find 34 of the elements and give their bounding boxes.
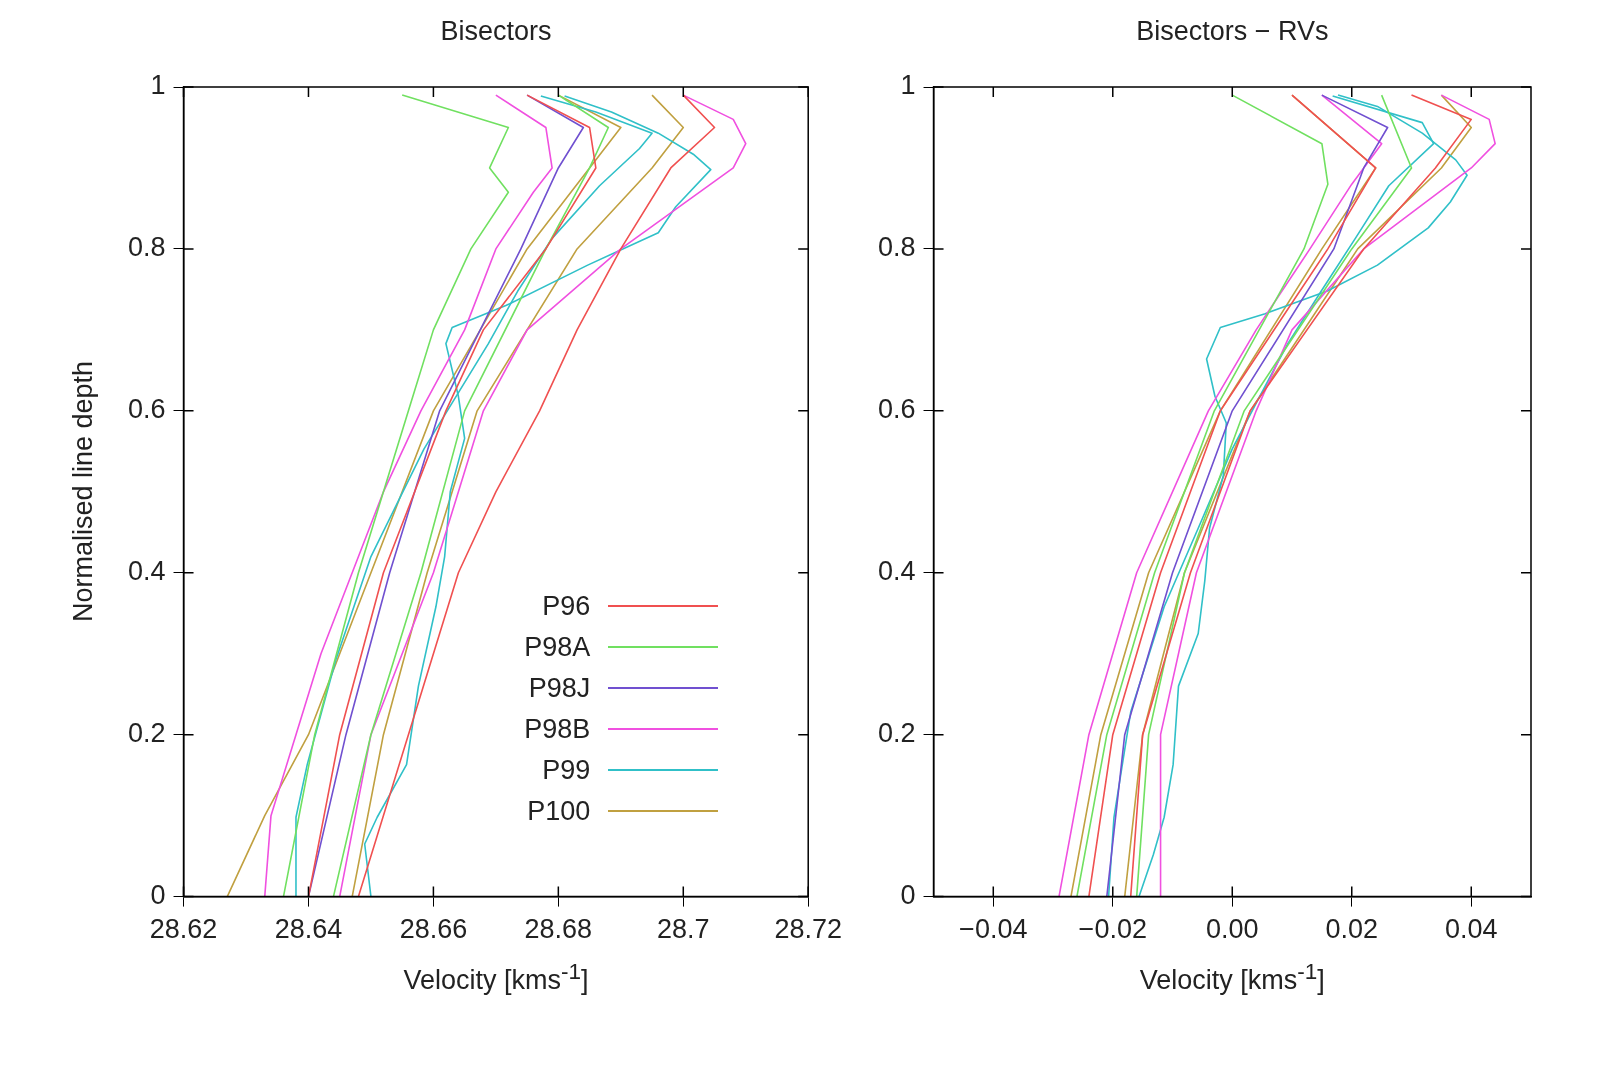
y-tick-label: 0.6 <box>877 394 916 425</box>
x-tick-label: 28.72 <box>774 914 843 945</box>
x-axis-title: Velocity [kms$^{-1}$] <box>1139 958 1325 996</box>
y-tick-label: 0.8 <box>877 232 916 263</box>
x-tick-label: 0.02 <box>1325 914 1379 945</box>
legend-label: P96 <box>542 590 591 622</box>
y-tick-label: 0.4 <box>877 556 916 587</box>
x-tick-label: 28.68 <box>524 914 593 945</box>
y-tick-label: 0 <box>150 880 166 911</box>
x-tick-label: −0.04 <box>959 914 1028 945</box>
legend-label: P100 <box>527 795 591 827</box>
legend-label: P98B <box>524 713 591 745</box>
x-tick-label: 0.00 <box>1205 914 1259 945</box>
x-axis-title: Velocity [kms$^{-1}$] <box>403 958 589 996</box>
legend-label: P98A <box>524 631 591 663</box>
chart-title: Bisectors <box>440 16 552 47</box>
y-tick-label: 0.2 <box>877 718 916 749</box>
chart-title: Bisectors − RVs <box>1136 16 1329 47</box>
x-tick-label: 28.64 <box>274 914 343 945</box>
legend-label: P99 <box>542 754 591 786</box>
y-tick-label: 1 <box>900 70 916 101</box>
x-tick-label: 28.7 <box>657 914 710 945</box>
y-tick-label: 0 <box>900 880 916 911</box>
x-tick-label: −0.02 <box>1078 914 1147 945</box>
y-tick-label: 0.2 <box>127 718 166 749</box>
y-tick-label: 0.8 <box>127 232 166 263</box>
y-tick-label: 1 <box>150 70 166 101</box>
y-tick-label: 0.4 <box>127 556 166 587</box>
x-tick-label: 0.04 <box>1444 914 1498 945</box>
x-tick-label: 28.66 <box>399 914 468 945</box>
x-tick-label: 28.62 <box>149 914 218 945</box>
legend-label: P98J <box>528 672 591 704</box>
y-tick-label: 0.6 <box>127 394 166 425</box>
y-axis-title: Normalised line depth <box>68 361 100 623</box>
